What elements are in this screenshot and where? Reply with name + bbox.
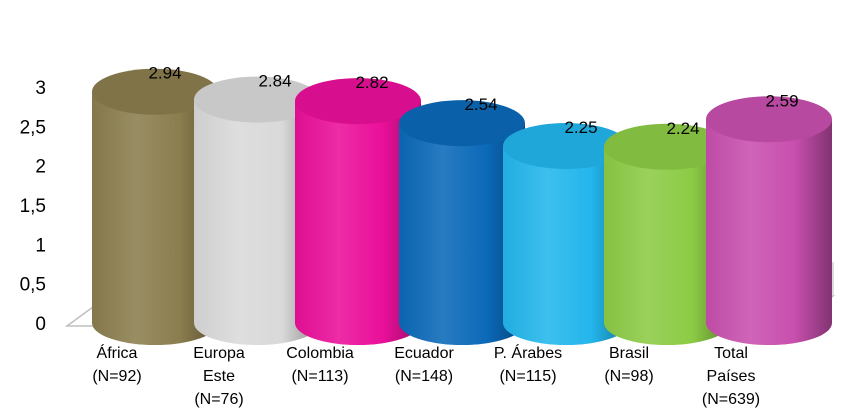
- data-label: 2.94: [148, 64, 181, 83]
- category-label: Ecuador (N=148): [394, 345, 454, 385]
- data-label: 2.54: [464, 95, 497, 114]
- data-label: 2.84: [258, 72, 291, 91]
- category-label: Brasil (N=98): [604, 345, 653, 385]
- bar: [604, 123, 730, 345]
- category-label: P. Árabes (N=115): [494, 343, 562, 385]
- bar-top: [194, 76, 320, 123]
- y-axis: 0 0,5 1 1,5 2 2,5 3: [20, 78, 46, 335]
- bar: [194, 76, 320, 345]
- y-tick-label: 1,5: [20, 196, 46, 217]
- bar-top: [604, 123, 730, 170]
- y-tick-label: 3: [35, 78, 46, 99]
- data-label: 2.59: [765, 91, 798, 110]
- y-tick-label: 2: [35, 157, 46, 178]
- data-label: 2.24: [666, 119, 699, 138]
- category-label: Total Países (N=639): [702, 345, 760, 408]
- data-label: 2.82: [355, 73, 388, 92]
- category-label: Colombia (N=113): [286, 345, 354, 385]
- bar-top: [399, 100, 525, 147]
- bar: [503, 123, 629, 345]
- y-tick-label: 0,5: [20, 275, 46, 296]
- data-labels: 2.94 2.84 2.82 2.54 2.25 2.24 2.59: [148, 64, 798, 138]
- bar: [295, 78, 421, 345]
- bar-body: [604, 146, 730, 345]
- category-label: Europa Este (N=76): [193, 345, 245, 408]
- bar-body: [295, 101, 421, 345]
- bar-body: [194, 99, 320, 345]
- bar-top: [503, 123, 629, 169]
- data-label: 2.25: [564, 118, 597, 137]
- y-tick-label: 2,5: [20, 117, 46, 138]
- bar-body: [503, 146, 629, 345]
- y-tick-label: 1: [35, 235, 46, 256]
- bar: [399, 100, 525, 345]
- bar-body: [706, 119, 832, 346]
- x-axis-labels: África (N=92) Europa Este (N=76) Colombia (N=1…: [92, 343, 760, 408]
- y-tick-label: 0: [35, 314, 46, 335]
- category-label: África (N=92): [92, 343, 141, 385]
- bar-body: [399, 123, 525, 345]
- bar: [92, 68, 218, 345]
- bar-top: [92, 68, 218, 115]
- bar-top: [295, 78, 421, 125]
- bar-top: [706, 96, 832, 143]
- bars: [92, 68, 832, 346]
- bar: [706, 96, 832, 346]
- bar-body: [92, 91, 218, 345]
